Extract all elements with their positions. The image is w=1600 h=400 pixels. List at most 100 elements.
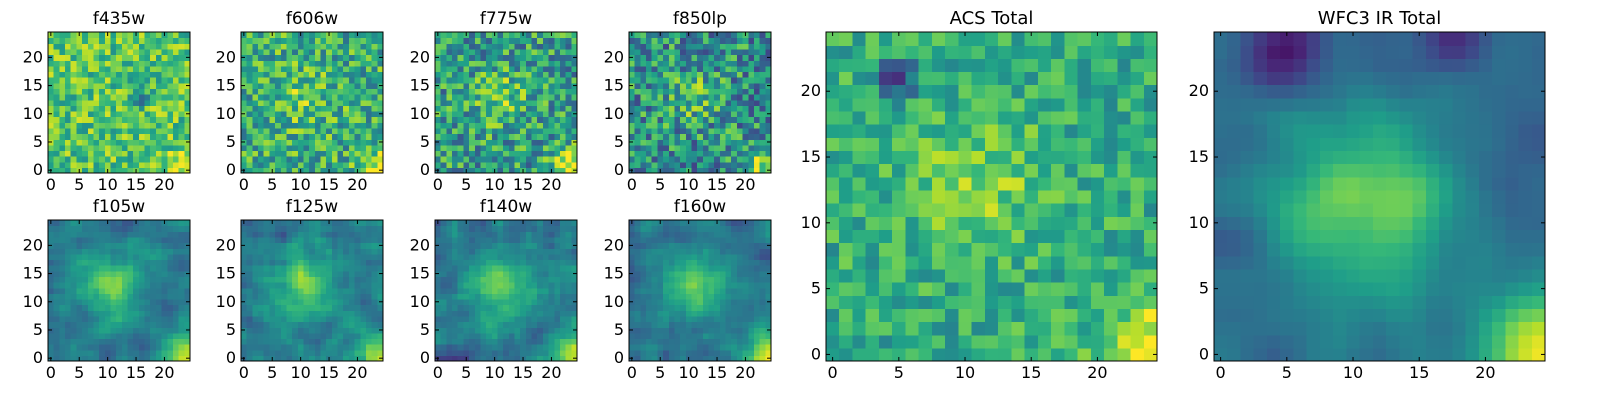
heatmap-cell — [657, 293, 664, 300]
heatmap-cell — [520, 338, 527, 345]
heatmap-cell — [280, 253, 288, 261]
heatmap-cell — [178, 167, 185, 174]
heatmap-cell — [634, 315, 641, 323]
heatmap-cell — [474, 310, 482, 317]
heatmap-cell — [116, 37, 123, 44]
heatmap-cell — [184, 236, 191, 244]
heatmap-cell — [309, 315, 316, 323]
heatmap-cell — [697, 355, 704, 362]
heatmap-cell — [565, 71, 572, 78]
heatmap-cell — [70, 344, 77, 351]
heatmap-cell — [303, 94, 310, 101]
heatmap-cell — [548, 338, 555, 345]
heatmap-cell — [680, 321, 687, 328]
heatmap-cell — [371, 60, 378, 67]
heatmap-cell — [520, 156, 527, 163]
heatmap-cell — [435, 253, 442, 261]
heatmap-cell — [314, 349, 322, 356]
heatmap-cell — [634, 37, 641, 44]
heatmap-cell — [275, 65, 282, 73]
heatmap-cell — [127, 116, 134, 123]
x-tick-label: 15 — [319, 175, 339, 194]
heatmap-cell — [708, 282, 715, 289]
heatmap-cell — [480, 133, 487, 140]
heatmap-cell — [463, 253, 470, 261]
heatmap-cell — [759, 156, 766, 163]
heatmap-cell — [640, 150, 647, 157]
heatmap-cell — [70, 94, 77, 101]
heatmap-cell — [155, 139, 163, 146]
heatmap-cell — [93, 54, 100, 61]
heatmap-cell — [542, 276, 550, 283]
heatmap-cell — [258, 65, 265, 73]
heatmap-cell — [309, 259, 316, 266]
heatmap-cell — [87, 77, 95, 84]
heatmap-cell — [668, 293, 676, 300]
heatmap-cell — [138, 88, 146, 95]
heatmap-cell — [337, 344, 344, 351]
heatmap-cell — [292, 65, 299, 73]
heatmap-cell — [133, 43, 140, 50]
heatmap-cell — [663, 167, 670, 174]
axes-frame — [240, 219, 384, 362]
heatmap-cell — [491, 122, 499, 129]
heatmap-cell — [508, 282, 516, 289]
heatmap-cell — [116, 88, 123, 95]
heatmap-cell — [116, 220, 123, 227]
heatmap-cell — [65, 236, 72, 244]
heatmap-cell — [343, 282, 350, 289]
heatmap-cell — [497, 60, 504, 67]
heatmap-cell — [70, 88, 77, 95]
heatmap-cell — [360, 332, 367, 340]
heatmap-cell — [736, 327, 744, 334]
heatmap-cell — [70, 105, 77, 112]
heatmap-cell — [503, 71, 510, 78]
heatmap-cell — [377, 77, 384, 84]
heatmap-cell — [320, 60, 327, 67]
heatmap-cell — [440, 71, 447, 78]
heatmap-cell — [531, 242, 538, 249]
heatmap-cell — [719, 298, 727, 306]
heatmap-cell — [452, 156, 459, 163]
heatmap-cell — [178, 94, 185, 101]
heatmap-cell — [736, 43, 744, 50]
heatmap-cell — [184, 105, 191, 112]
heatmap-cell — [542, 32, 550, 39]
heatmap-cell — [184, 94, 191, 101]
heatmap-cell — [280, 310, 288, 317]
heatmap-cell — [360, 99, 367, 106]
heatmap-cell — [554, 150, 561, 157]
heatmap-cell — [542, 133, 550, 140]
heatmap-cell — [640, 287, 647, 294]
heatmap-cell — [565, 105, 572, 112]
heatmap-cell — [674, 139, 681, 146]
heatmap-cell — [514, 220, 521, 227]
heatmap-cell — [674, 161, 681, 168]
heatmap-cell — [161, 242, 168, 249]
heatmap-cell — [452, 116, 459, 123]
heatmap-cell — [167, 82, 174, 89]
heatmap-cell — [685, 321, 693, 328]
heatmap-cell — [480, 287, 487, 294]
heatmap-cell — [53, 220, 60, 227]
heatmap-cell — [354, 54, 361, 61]
heatmap-cell — [292, 310, 299, 317]
heatmap-cell — [486, 332, 493, 340]
heatmap-cell — [503, 77, 510, 84]
heatmap-cell — [343, 167, 350, 174]
heatmap-cell — [246, 127, 253, 135]
heatmap-cell — [127, 298, 134, 306]
heatmap-cell — [127, 270, 134, 277]
heatmap-cell — [286, 259, 293, 266]
heatmap-cell — [457, 276, 464, 283]
heatmap-cell — [53, 349, 60, 356]
heatmap-cell — [725, 54, 732, 61]
heatmap-cell — [371, 231, 378, 238]
heatmap-cell — [452, 270, 459, 277]
heatmap-cell — [286, 82, 293, 89]
heatmap-cell — [719, 276, 727, 283]
heatmap-cell — [161, 133, 168, 140]
heatmap-cell — [719, 282, 727, 289]
heatmap-cell — [93, 139, 100, 146]
heatmap-cell — [127, 94, 134, 101]
